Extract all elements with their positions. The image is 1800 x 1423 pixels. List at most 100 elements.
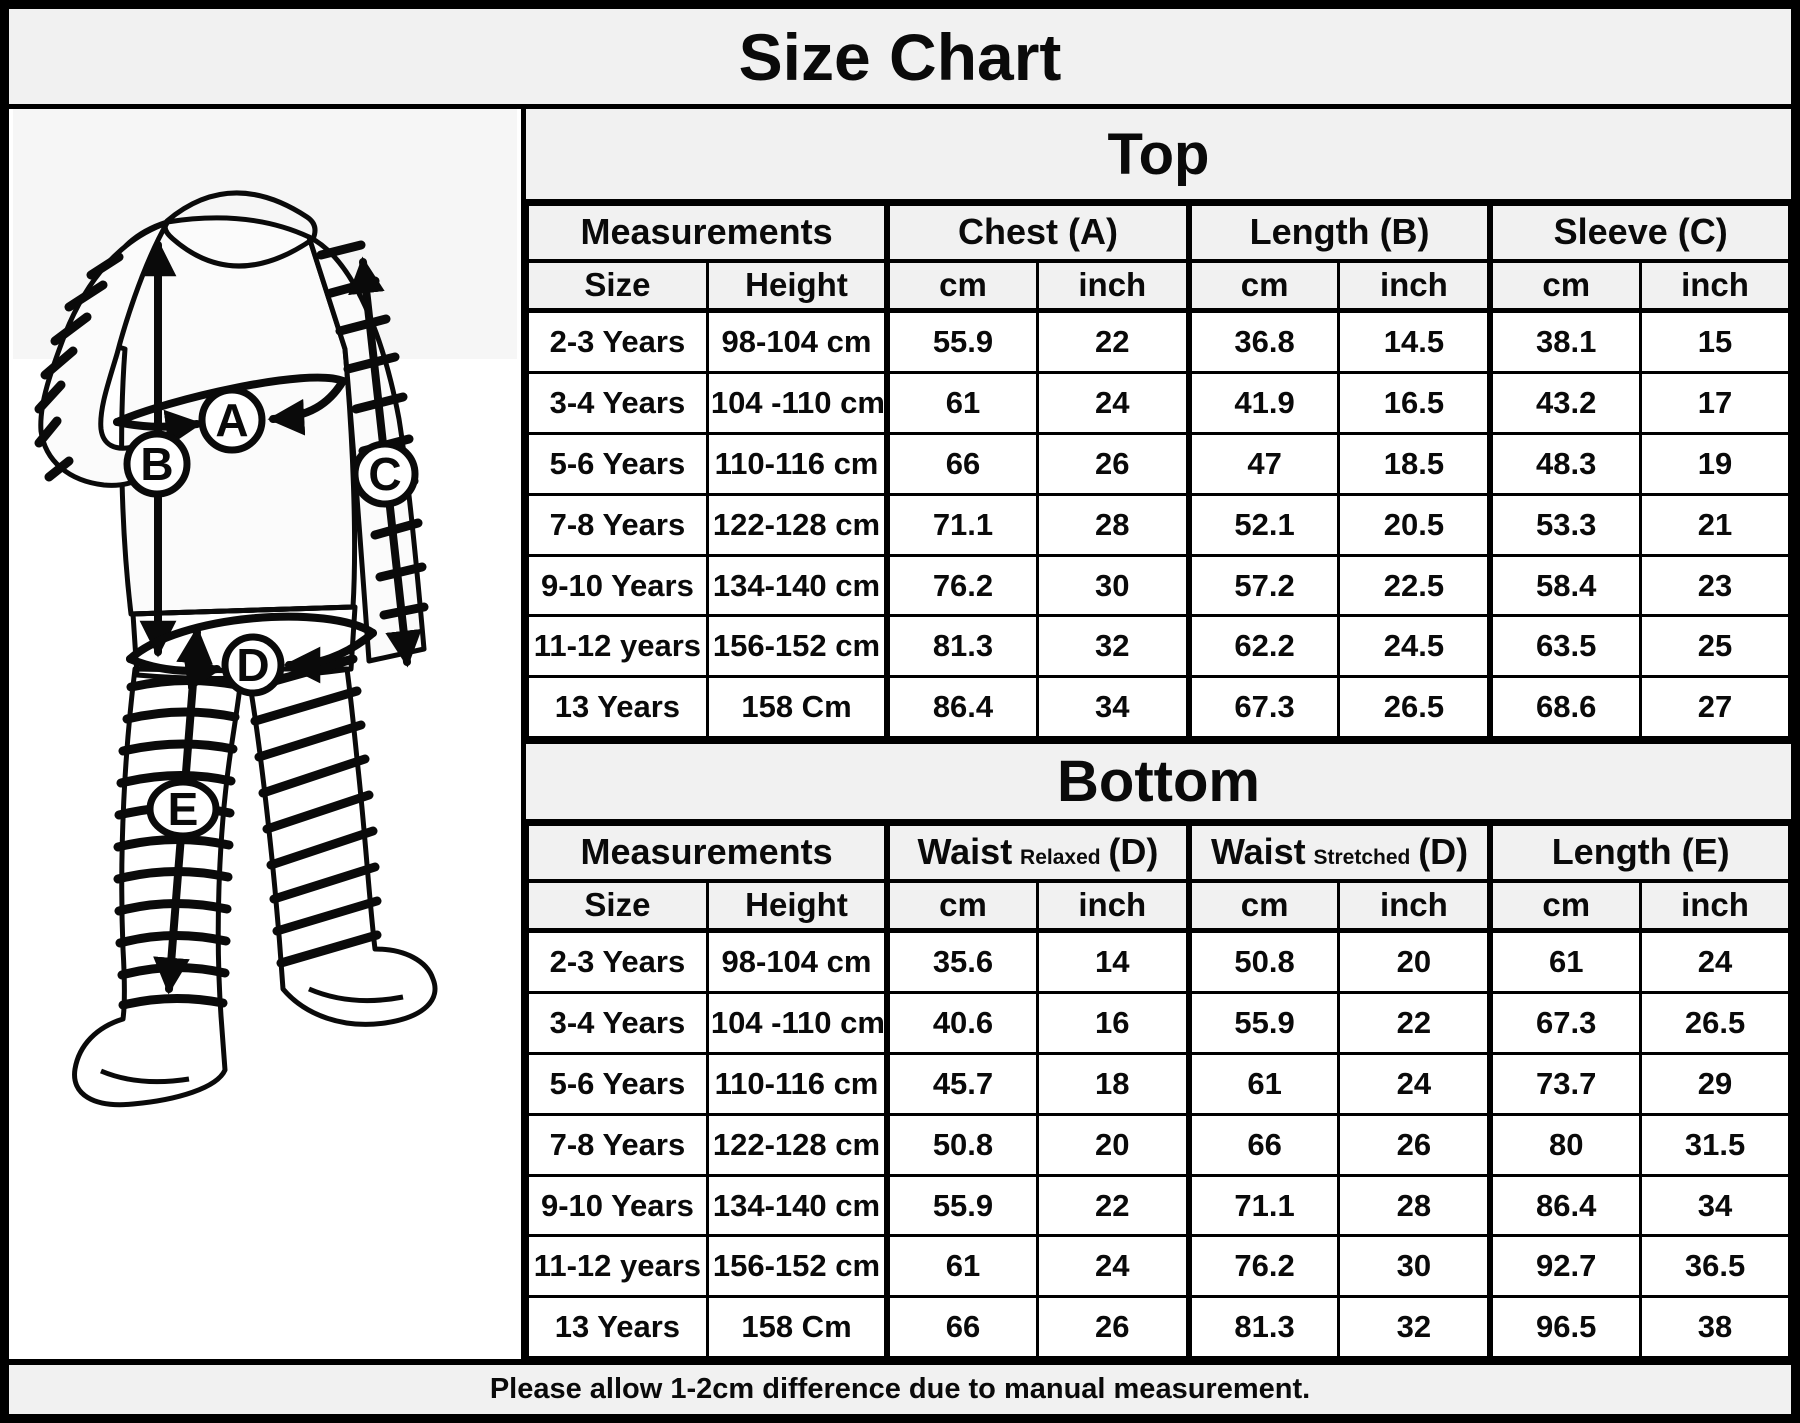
table-row: 9-10 Years 134-140 cm 76.2 30 57.2 22.5 58.4 23 [526, 553, 1791, 618]
value-cell: 28 [1337, 1173, 1492, 1238]
height-cell: 122-128 cm [705, 492, 889, 557]
value-cell: 63.5 [1487, 614, 1643, 679]
column-group-header: Chest (A) [884, 203, 1191, 263]
height-cell: 110-116 cm [705, 432, 889, 496]
size-cell: 5-6 Years [526, 1052, 709, 1116]
table-row: 2-3 Years 98-104 cm 35.6 14 50.8 20 61 24 [526, 928, 1791, 995]
value-cell: 28 [1035, 492, 1191, 557]
value-cell: 15 [1639, 308, 1791, 375]
table-row: 11-12 years 156-152 cm 61 24 76.2 30 92.7 36.5 [526, 1234, 1791, 1299]
value-cell: 38 [1639, 1295, 1791, 1359]
value-cell: 76.2 [1185, 1234, 1341, 1299]
value-cell: 71.1 [1185, 1173, 1341, 1238]
tables-panel: Top Measurements Chest (A) Length (B) Sleev… [521, 109, 1791, 1359]
value-cell: 26 [1035, 432, 1191, 496]
height-cell: 156-152 cm [705, 1234, 889, 1299]
column-group-header: Length (B) [1185, 203, 1492, 263]
marker-c: C [368, 448, 401, 500]
value-cell: 81.3 [1185, 1295, 1341, 1359]
section-title-top: Top [526, 109, 1791, 203]
value-cell: 18.5 [1337, 432, 1492, 496]
table-row: 5-6 Years 110-116 cm 45.7 18 61 24 73.7 29 [526, 1052, 1791, 1116]
main-area: A B C D E Top [9, 109, 1791, 1359]
value-cell: 76.2 [884, 553, 1039, 618]
value-cell: 32 [1337, 1295, 1492, 1359]
table-row: 11-12 years 156-152 cm 81.3 32 62.2 24.5 63.5 2… [526, 614, 1791, 679]
value-cell: 67.3 [1487, 991, 1643, 1056]
value-cell: 26.5 [1639, 991, 1791, 1056]
bottom-size-table: Measurements Waist Relaxed (D) Waist Stret… [526, 823, 1791, 1359]
table-row: 5-6 Years 110-116 cm 66 26 47 18.5 48.3 19 [526, 432, 1791, 496]
value-cell: 30 [1337, 1234, 1492, 1299]
column-group-header: Length (E) [1487, 823, 1791, 883]
value-cell: 36.5 [1639, 1234, 1791, 1299]
value-cell: 22.5 [1337, 553, 1492, 618]
column-header: cm [1487, 879, 1643, 933]
value-cell: 14.5 [1337, 308, 1492, 375]
column-header: Size [526, 879, 709, 933]
value-cell: 61 [1487, 928, 1643, 995]
value-cell: 18 [1035, 1052, 1191, 1116]
value-cell: 96.5 [1487, 1295, 1643, 1359]
height-cell: 158 Cm [705, 675, 889, 739]
table-row: 7-8 Years 122-128 cm 71.1 28 52.1 20.5 53.3 21 [526, 492, 1791, 557]
value-cell: 29 [1639, 1052, 1791, 1116]
column-header-row: Size Height cm inch cm inch cm inch [526, 879, 1791, 933]
height-cell: 134-140 cm [705, 1173, 889, 1238]
value-cell: 26.5 [1337, 675, 1492, 739]
column-header: Height [705, 259, 889, 313]
measurement-figure-panel: A B C D E [9, 109, 521, 1359]
value-cell: 40.6 [884, 991, 1039, 1056]
value-cell: 24 [1035, 1234, 1191, 1299]
value-cell: 35.6 [884, 928, 1039, 995]
value-cell: 62.2 [1185, 614, 1341, 679]
value-cell: 61 [884, 371, 1039, 436]
column-header: cm [1185, 259, 1341, 313]
value-cell: 81.3 [884, 614, 1039, 679]
value-cell: 71.1 [884, 492, 1039, 557]
column-header: cm [884, 259, 1039, 313]
table-row: 3-4 Years 104 -110 cm 61 24 41.9 16.5 43.2 17 [526, 371, 1791, 436]
column-header: inch [1337, 259, 1492, 313]
value-cell: 53.3 [1487, 492, 1643, 557]
column-header: inch [1035, 879, 1191, 933]
height-cell: 122-128 cm [705, 1112, 889, 1177]
value-cell: 32 [1035, 614, 1191, 679]
value-cell: 24.5 [1337, 614, 1492, 679]
size-cell: 5-6 Years [526, 432, 709, 496]
size-cell: 13 Years [526, 1295, 709, 1359]
top-table-wrap: Measurements Chest (A) Length (B) Sleeve (C… [526, 203, 1791, 739]
column-header: inch [1035, 259, 1191, 313]
size-cell: 9-10 Years [526, 1173, 709, 1238]
value-cell: 86.4 [884, 675, 1039, 739]
size-cell: 3-4 Years [526, 991, 709, 1056]
value-cell: 48.3 [1487, 432, 1643, 496]
section-title-bottom: Bottom [526, 739, 1791, 823]
value-cell: 55.9 [1185, 991, 1341, 1056]
value-cell: 38.1 [1487, 308, 1643, 375]
value-cell: 21 [1639, 492, 1791, 557]
top-size-table: Measurements Chest (A) Length (B) Sleeve (C… [526, 203, 1791, 739]
value-cell: 26 [1035, 1295, 1191, 1359]
column-header: inch [1337, 879, 1492, 933]
table-row: 2-3 Years 98-104 cm 55.9 22 36.8 14.5 38.1 15 [526, 308, 1791, 375]
height-cell: 158 Cm [705, 1295, 889, 1359]
value-cell: 20 [1035, 1112, 1191, 1177]
measurement-markers: A B C D E [123, 386, 419, 840]
value-cell: 16.5 [1337, 371, 1492, 436]
value-cell: 86.4 [1487, 1173, 1643, 1238]
marker-b: B [140, 438, 173, 490]
value-cell: 50.8 [1185, 928, 1341, 995]
size-cell: 2-3 Years [526, 928, 709, 995]
column-header: Size [526, 259, 709, 313]
height-cell: 134-140 cm [705, 553, 889, 618]
value-cell: 92.7 [1487, 1234, 1643, 1299]
column-group-header: Measurements [526, 823, 889, 883]
value-cell: 66 [1185, 1112, 1341, 1177]
value-cell: 22 [1035, 308, 1191, 375]
column-header: Height [705, 879, 889, 933]
value-cell: 57.2 [1185, 553, 1341, 618]
size-cell: 7-8 Years [526, 492, 709, 557]
value-cell: 31.5 [1639, 1112, 1791, 1177]
group-header-row: Measurements Chest (A) Length (B) Sleeve (C… [526, 203, 1791, 263]
